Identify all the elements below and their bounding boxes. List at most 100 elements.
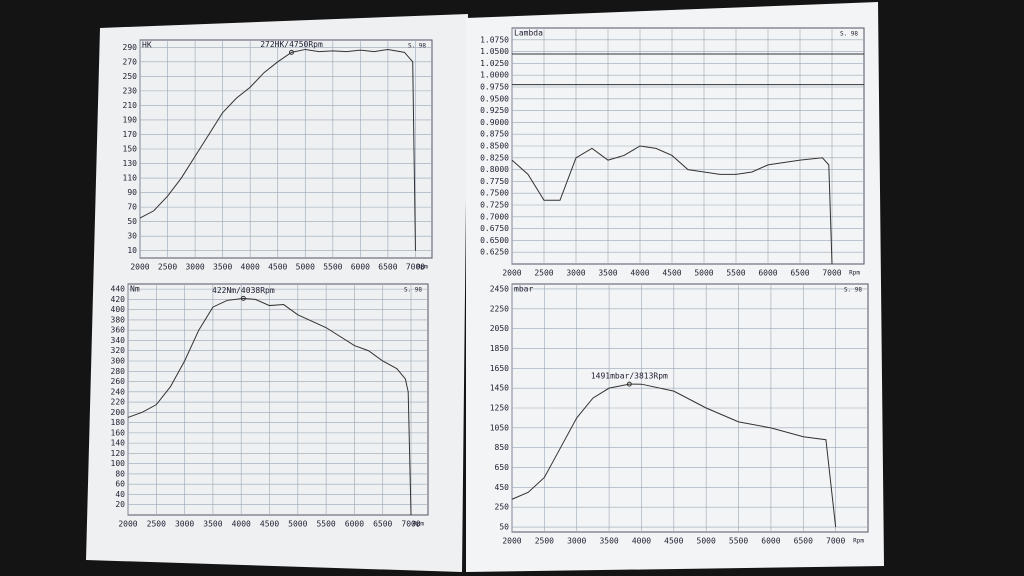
y-tick-label: 0.9250 [480,106,509,115]
x-axis-label: Rpm [417,264,428,271]
y-tick-label: 2250 [490,304,509,313]
x-tick-label: 2000 [130,263,149,272]
x-tick-label: 5000 [288,520,307,529]
x-tick-label: 6500 [794,537,813,546]
x-axis-label: Rpm [849,270,860,277]
x-tick-label: 7000 [826,537,845,546]
x-tick-label: 3000 [566,269,585,278]
x-tick-label: 3000 [185,263,204,272]
x-tick-label: 3000 [567,537,586,546]
x-tick-label: 4500 [664,537,683,546]
y-tick-label: 70 [127,203,137,212]
y-tick-label: 250 [123,72,138,81]
y-tick-label: 420 [111,295,126,304]
x-tick-label: 2500 [158,263,177,272]
y-tick-label: 290 [123,43,138,52]
y-tick-label: 320 [111,346,126,355]
x-tick-label: 4000 [632,537,651,546]
x-tick-label: 3000 [175,520,194,529]
y-tick-label: 50 [499,523,509,532]
x-tick-label: 5500 [316,520,335,529]
x-tick-label: 5000 [296,263,315,272]
x-tick-label: 4500 [268,263,287,272]
y-tick-label: 1050 [490,423,509,432]
y-tick-label: 0.8750 [480,130,509,139]
x-axis-label: Rpm [413,521,424,528]
y-tick-label: 140 [111,439,126,448]
y-tick-label: 1.0750 [480,35,509,44]
data-line [511,145,833,265]
data-line [511,383,837,528]
page-code: S. 98 [404,287,422,294]
peak-marker [240,295,246,301]
y-tick-label: 180 [111,418,126,427]
data-line [139,48,416,251]
peak-annotation: 422Nm/4038Rpm [212,286,275,295]
x-tick-label: 4500 [260,520,279,529]
y-tick-label: 100 [111,459,126,468]
x-tick-label: 2500 [535,537,554,546]
y-tick-label: 2450 [490,284,509,293]
x-tick-label: 6500 [373,520,392,529]
x-tick-label: 2500 [534,269,553,278]
x-tick-label: 3500 [599,537,618,546]
x-tick-label: 6000 [758,269,777,278]
x-tick-label: 4000 [232,520,251,529]
y-tick-label: 0.8500 [480,142,509,151]
y-tick-label: 0.6250 [480,248,509,257]
x-tick-label: 6000 [351,263,370,272]
x-tick-label: 3500 [203,520,222,529]
x-axis-label: Rpm [853,538,864,545]
y-tick-label: 0.8000 [480,165,509,174]
y-tick-label: 250 [495,503,510,512]
y-tick-label: 1.0500 [480,47,509,56]
y-tick-label: 60 [115,480,125,489]
y-tick-label: 20 [115,500,125,509]
paper-left [86,14,468,572]
y-tick-label: 0.9500 [480,94,509,103]
x-tick-label: 3500 [213,263,232,272]
y-tick-label: 110 [123,174,138,183]
y-tick-label: 230 [123,86,138,95]
y-tick-label: 0.9750 [480,83,509,92]
y-tick-label: 90 [127,188,137,197]
y-tick-label: 1.0000 [480,71,509,80]
y-tick-label: 0.8250 [480,153,509,162]
y-axis-label: Nm [130,285,140,294]
x-tick-label: 4000 [241,263,260,272]
y-tick-label: 170 [123,130,138,139]
x-tick-label: 3500 [598,269,617,278]
data-line [127,297,412,516]
y-tick-label: 850 [495,443,510,452]
x-tick-label: 7000 [822,269,841,278]
y-tick-label: 650 [495,463,510,472]
y-tick-label: 200 [111,408,126,417]
y-tick-label: 270 [123,57,138,66]
y-tick-label: 240 [111,387,126,396]
page-code: S. 98 [844,287,862,294]
y-axis-label: Lambda [514,29,543,38]
y-tick-label: 360 [111,326,126,335]
x-tick-label: 7000 [406,263,425,272]
y-tick-label: 1250 [490,404,509,413]
x-tick-label: 7000 [401,520,420,529]
y-tick-label: 0.7250 [480,201,509,210]
y-tick-label: 1.0250 [480,59,509,68]
y-tick-label: 440 [111,285,126,294]
x-tick-label: 5000 [697,537,716,546]
y-tick-label: 380 [111,315,126,324]
y-tick-label: 2050 [490,324,509,333]
y-tick-label: 190 [123,115,138,124]
y-tick-label: 1850 [490,344,509,353]
x-tick-label: 5000 [694,269,713,278]
x-tick-label: 6500 [790,269,809,278]
peak-marker [626,381,632,387]
page-code: S. 98 [840,31,858,38]
y-tick-label: 0.7000 [480,212,509,221]
y-tick-label: 0.6500 [480,236,509,245]
peak-marker [289,49,295,55]
x-tick-label: 2000 [502,269,521,278]
x-tick-label: 5500 [726,269,745,278]
